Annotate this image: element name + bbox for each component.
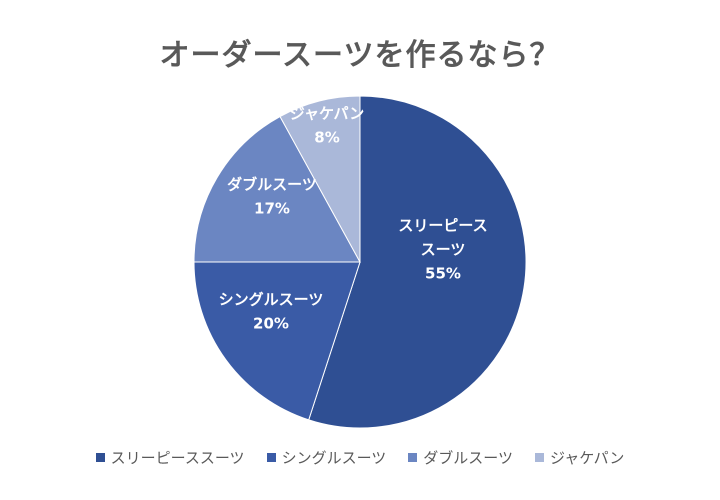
legend-item: ダブルスーツ	[408, 447, 513, 468]
legend-item: シングルスーツ	[266, 447, 387, 468]
pie-slice	[193, 261, 361, 421]
slice-data-label: 20%	[253, 315, 289, 333]
slice-data-label: 55%	[425, 265, 461, 283]
pie-slice	[193, 115, 361, 263]
legend-swatch	[95, 453, 105, 462]
legend-label: ジャケパン	[549, 449, 625, 467]
pie-slice	[308, 95, 527, 429]
legend: スリーピーススーツ シングルスーツ ダブルスーツ ジャケパン	[0, 447, 720, 468]
legend-label: ダブルスーツ	[423, 449, 513, 467]
legend-label: スリーピーススーツ	[110, 449, 245, 467]
slice-data-label: 8%	[314, 129, 339, 147]
legend-item: ジャケパン	[534, 447, 625, 468]
pie-slice	[279, 95, 361, 263]
legend-item: スリーピーススーツ	[95, 447, 245, 468]
legend-swatch	[534, 453, 544, 462]
slice-data-label: 17%	[254, 200, 290, 218]
legend-swatch	[266, 453, 276, 462]
slice-data-label: スリーピース	[398, 217, 487, 235]
legend-swatch	[408, 453, 418, 462]
chart-title: オーダースーツを作るなら？	[159, 38, 561, 73]
slice-data-label: ジャケパン	[290, 105, 364, 123]
slice-data-label: シングルスーツ	[219, 291, 324, 309]
slice-data-label: スーツ	[421, 241, 466, 259]
legend-label: シングルスーツ	[281, 449, 387, 467]
slice-data-label: ダブルスーツ	[227, 176, 317, 194]
